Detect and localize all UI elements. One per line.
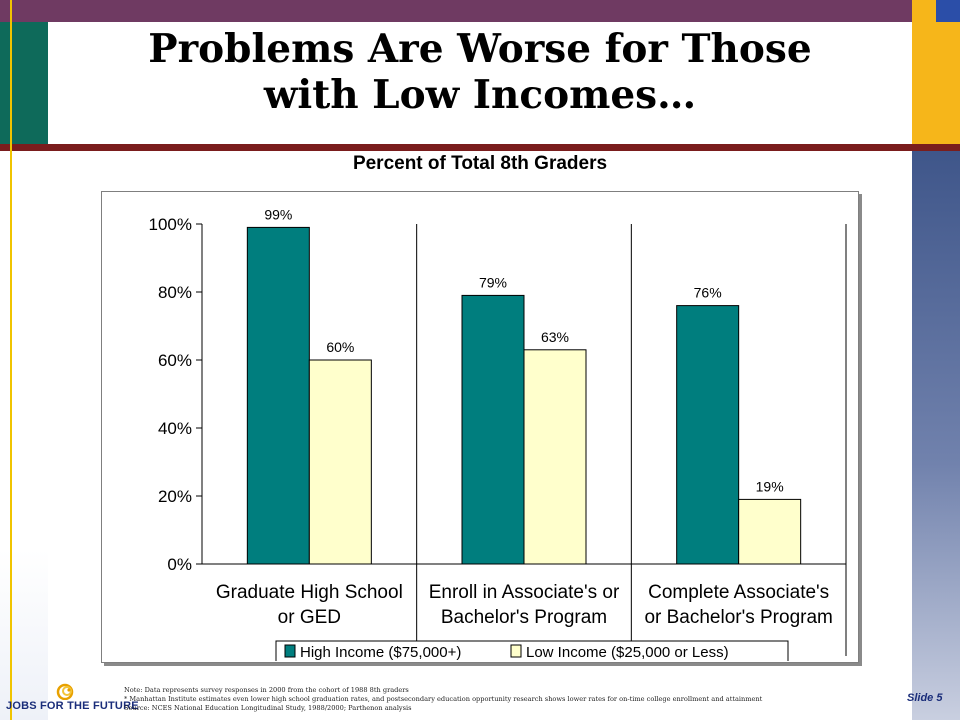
category-label: Bachelor's Program — [441, 607, 607, 628]
left-panel — [0, 151, 48, 720]
bar-value-label: 76% — [694, 285, 722, 301]
right-gradient-panel — [912, 151, 960, 720]
title-line-1: Problems Are Worse for Those — [148, 26, 812, 72]
bar-low-income — [738, 498, 802, 565]
right-accent-box — [912, 0, 960, 144]
legend-swatch-high — [284, 644, 296, 658]
y-tick-label: 40% — [158, 419, 192, 438]
y-tick-label: 0% — [167, 555, 192, 574]
bar-high-income — [461, 294, 525, 565]
bar-high-income — [676, 305, 740, 565]
category-label: or GED — [278, 607, 341, 628]
title-line-2: with Low Incomes… — [263, 72, 697, 118]
bar-value-label: 60% — [326, 339, 354, 355]
legend-label: High Income ($75,000+) — [300, 644, 461, 661]
footnote-line-2: * Manhattan Institute estimates even low… — [124, 695, 763, 703]
title-divider — [0, 144, 960, 151]
footnote: Note: Data represents survey responses i… — [124, 686, 914, 713]
category-label: Enroll in Associate's or — [429, 582, 620, 603]
legend-box — [275, 640, 789, 661]
y-tick-label: 80% — [158, 283, 192, 302]
y-tick-label: 60% — [158, 351, 192, 370]
bar-low-income — [308, 359, 372, 565]
chart-subtitle: Percent of Total 8th Graders — [352, 153, 608, 174]
footnote-line-1: Note: Data represents survey responses i… — [124, 686, 409, 694]
footnote-line-3: Source: NCES National Education Longitud… — [124, 704, 412, 712]
category-label: or Bachelor's Program — [644, 607, 832, 628]
bar-value-label: 19% — [756, 478, 784, 494]
left-accent-line — [10, 0, 12, 720]
slide-number: Slide 5 — [907, 692, 943, 704]
y-tick-label: 100% — [149, 215, 192, 234]
bar-low-income — [523, 349, 587, 565]
y-tick-label: 20% — [158, 487, 192, 506]
bar-chart: 0% 20% 40% 60% 80% 100% 99% 60% Graduate High Sc… — [149, 206, 847, 661]
bar-value-label: 99% — [264, 206, 292, 222]
top-band — [0, 0, 960, 22]
bar-high-income — [246, 226, 310, 565]
category-label: Complete Associate's — [648, 582, 829, 603]
legend-label: Low Income ($25,000 or Less) — [526, 644, 729, 661]
slide-title: Problems Are Worse for Those with Low In… — [48, 26, 912, 118]
legend-swatch-low — [510, 644, 522, 658]
logo-mark-icon — [56, 682, 78, 701]
bar-value-label: 79% — [479, 274, 507, 290]
left-accent-bar — [0, 22, 48, 144]
category-label: Graduate High School — [216, 582, 403, 603]
bar-value-label: 63% — [541, 329, 569, 345]
corner-accent — [936, 0, 960, 22]
logo-text: JOBS FOR THE FUTURE — [6, 700, 139, 712]
